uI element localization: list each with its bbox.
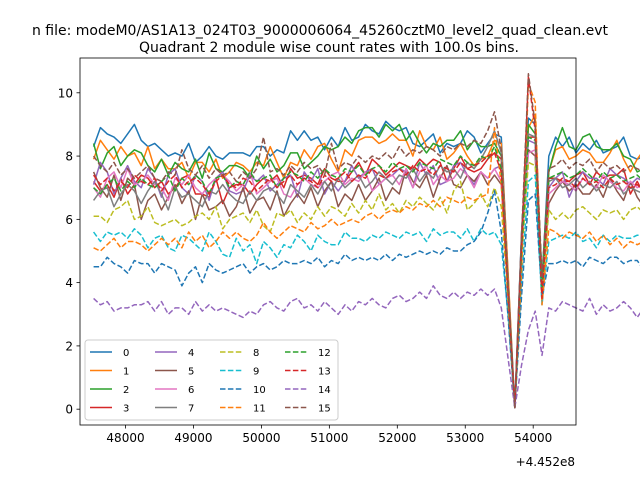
axes-frame — [79, 57, 577, 426]
legend-label: 5 — [188, 367, 194, 378]
legend-item-15: 15 — [285, 404, 331, 415]
x-tick-label: 48000 — [106, 431, 144, 445]
x-tick-label: 54000 — [514, 431, 552, 445]
legend-item-14: 14 — [285, 385, 331, 396]
series-lines — [92, 73, 640, 409]
legend-item-10: 10 — [220, 385, 266, 396]
x-tick-label: 53000 — [446, 431, 484, 445]
legend-label: 0 — [123, 348, 129, 359]
chart-title: Quadrant 2 module wise count rates with … — [139, 40, 519, 56]
legend-label: 9 — [253, 367, 259, 378]
y-tick-label: 4 — [65, 276, 73, 290]
legend-label: 7 — [188, 404, 194, 415]
plot-area: 48000 49000 50000 51000 52000 53000 54000 0 2 4 6 8… — [58, 57, 640, 445]
legend-label: 1 — [123, 367, 129, 378]
series-line-15 — [92, 73, 640, 409]
legend-item-0: 0 — [90, 348, 129, 359]
y-tick-label: 6 — [65, 213, 73, 227]
legend-item-7: 7 — [155, 404, 194, 415]
y-tick-label: 2 — [65, 339, 73, 353]
series-line-3 — [92, 136, 640, 409]
legend-label: 14 — [318, 385, 331, 396]
legend-label: 2 — [123, 385, 129, 396]
legend-item-6: 6 — [155, 385, 194, 396]
x-tick-label: 50000 — [242, 431, 280, 445]
x-tick-label: 51000 — [310, 431, 348, 445]
legend-label: 13 — [318, 367, 331, 378]
figure-suptitle: n file: modeM0/AS1A13_024T03_9000006064_… — [32, 23, 609, 39]
legend-label: 11 — [253, 404, 266, 415]
series-line-13 — [92, 76, 640, 409]
legend-label: 4 — [188, 348, 194, 359]
series-line-12 — [93, 136, 640, 409]
legend-label: 3 — [123, 404, 129, 415]
x-tick-label: 52000 — [378, 431, 416, 445]
series-line-14 — [93, 285, 640, 409]
x-offset-label: +4.452e8 — [516, 455, 575, 469]
legend-item-8: 8 — [220, 348, 259, 359]
legend-item-13: 13 — [285, 367, 331, 378]
series-line-10 — [93, 190, 640, 409]
legend-item-4: 4 — [155, 348, 194, 359]
series-line-11 — [93, 82, 640, 409]
legend-label: 15 — [318, 404, 331, 415]
series-line-6 — [92, 149, 640, 409]
legend-label: 12 — [318, 348, 331, 359]
series-line-1 — [92, 114, 640, 409]
legend-label: 6 — [188, 385, 194, 396]
y-tick-label: 10 — [58, 86, 73, 100]
y-tick-label: 0 — [65, 403, 73, 417]
legend-item-9: 9 — [220, 367, 259, 378]
legend-item-2: 2 — [90, 385, 129, 396]
legend-item-12: 12 — [285, 348, 331, 359]
legend-label: 10 — [253, 385, 266, 396]
series-line-2 — [92, 123, 640, 409]
x-tick-label: 49000 — [174, 431, 212, 445]
legend-box — [84, 339, 339, 421]
legend-item-11: 11 — [220, 404, 266, 415]
series-line-7 — [92, 130, 640, 409]
legend-label: 8 — [253, 348, 259, 359]
y-tick-label: 8 — [65, 150, 73, 164]
legend-item-3: 3 — [90, 404, 129, 415]
legend-item-1: 1 — [90, 367, 129, 378]
legend-item-5: 5 — [155, 367, 194, 378]
